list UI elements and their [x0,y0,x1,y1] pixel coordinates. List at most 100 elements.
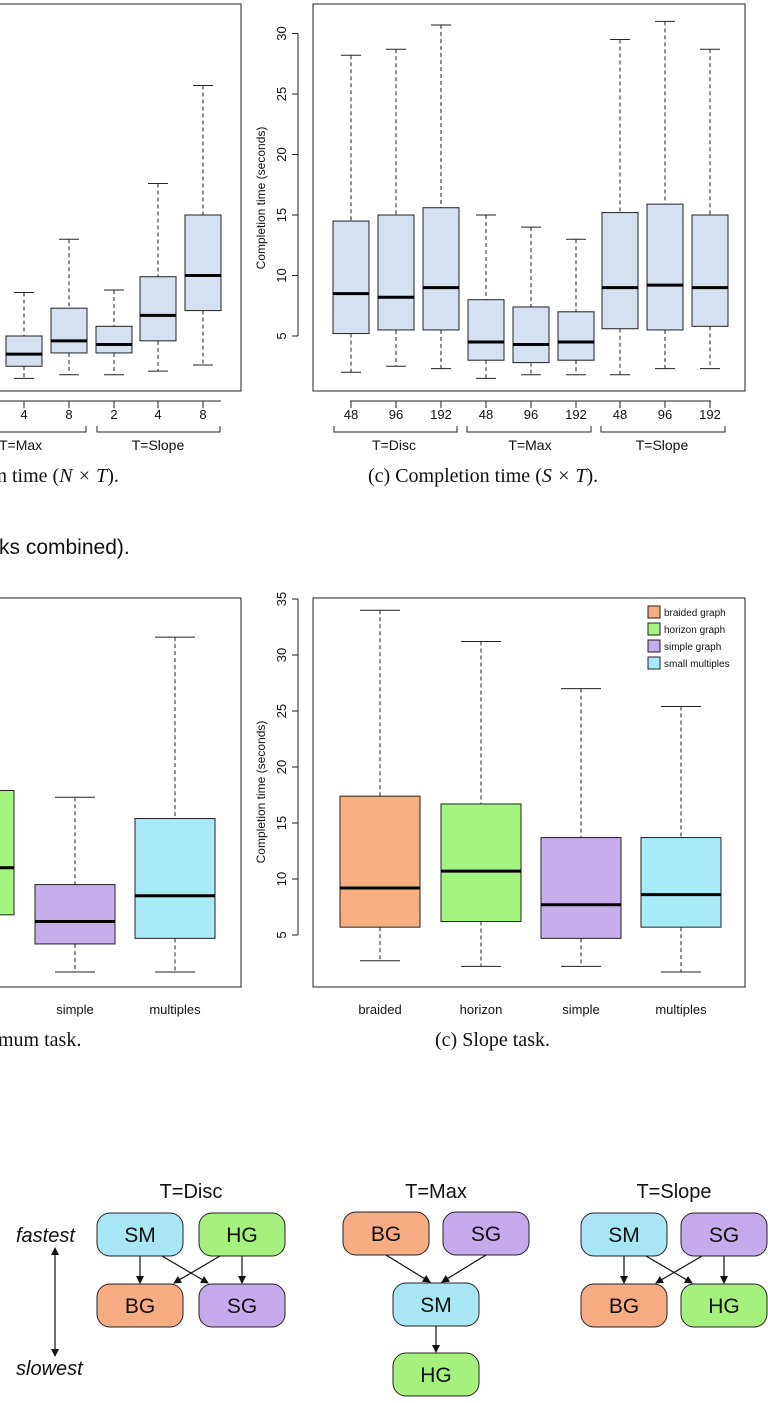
box-0 [332,54,370,373]
y-tick-label: 15 [274,816,289,830]
edges-max [385,1254,487,1353]
group-bracket-max [0,426,87,433]
box-iqr [422,207,460,331]
box-iqr [95,325,133,354]
node-hg: HG [198,1212,286,1257]
node-hg: HG [392,1352,480,1397]
ranking-diagram: fastest slowest T=Disc SM HG BG SG T=Max… [16,1181,768,1397]
x-tick-label: 48 [479,407,493,422]
x-tick-label: 8 [65,407,72,422]
box-iqr [646,203,684,331]
svg-text:SM: SM [420,1294,452,1317]
node-bg: BG [580,1283,668,1328]
y-tick-label: 35 [274,592,289,606]
box-0 [339,609,421,962]
box-1 [50,238,88,376]
legend-label: horizon graph [664,625,725,636]
box-0 [34,796,116,973]
node-sm: SM [392,1282,480,1327]
box-iqr [691,214,729,327]
chart-maximum-task: simple multiples mum task. [0,597,242,1051]
y-tick-label: 30 [274,26,289,40]
box-iqr [377,214,415,331]
y-tick-label: 10 [274,268,289,282]
box-3 [640,706,722,973]
svg-text:SG: SG [471,1223,501,1246]
svg-text:SM: SM [608,1224,640,1247]
node-sm: SM [96,1212,184,1257]
x-tick-label: 192 [699,407,721,422]
x-tick-label: 96 [524,407,538,422]
box-2 [540,688,622,967]
svg-text:HG: HG [708,1295,740,1318]
box-3 [467,214,505,379]
box-iqr [440,803,522,923]
label-slowest: slowest [16,1358,84,1380]
x-tick-label: 192 [430,407,452,422]
box-iqr [139,276,177,342]
node-bg: BG [342,1211,430,1256]
box-partial-horizon [0,790,15,916]
y-tick-label: 25 [274,87,289,101]
box-8 [691,48,729,370]
svg-text:SG: SG [709,1224,739,1247]
y-tick-label: 15 [274,208,289,222]
svg-text:SM: SM [124,1224,156,1247]
legend-swatch [647,622,661,636]
svg-text:BG: BG [125,1295,155,1318]
legend-label: simple graph [664,642,721,653]
y-tick-label: 20 [274,147,289,161]
group-bracket-max [466,426,592,433]
y-axis-label: Completion time (seconds) [254,127,268,270]
plot-frame [312,597,746,988]
box-iqr [332,220,370,335]
box-6 [601,39,639,376]
caption-mid-left: mum task. [0,1029,81,1051]
svg-text:HG: HG [226,1224,258,1247]
node-sg: SG [442,1211,530,1256]
node-bg: BG [96,1283,184,1328]
node-sm: SM [580,1212,668,1257]
figure-caption-fragment: ks combined). [0,536,130,559]
box-2 [95,289,133,376]
group-label-slope: T=Slope [636,437,689,453]
caption-mid-right: (c) Slope task. [435,1029,550,1051]
x-tick-label: 2 [110,407,117,422]
diagram-title-disc: T=Disc [160,1181,223,1203]
diagram-title-slope: T=Slope [636,1181,711,1203]
legend-swatch [647,605,661,619]
x-tick-simple: simple [56,1002,94,1017]
x-tick-label: multiples [655,1002,707,1017]
y-tick-label: 25 [274,704,289,718]
svg-text:SG: SG [227,1295,257,1318]
box-0 [5,291,43,379]
box-2 [422,24,460,370]
edges-slope [620,1255,728,1284]
box-iqr [5,335,43,367]
legend-label: small multiples [664,659,730,670]
box-3 [139,183,177,372]
x-tick-label: 48 [344,407,358,422]
legend-swatch [647,639,661,653]
diagram-title-max: T=Max [405,1181,467,1203]
y-tick-label: 20 [274,760,289,774]
box-1 [377,48,415,367]
group-label-slope: T=Slope [132,437,185,453]
label-fastest: fastest [16,1225,76,1247]
box-iqr [540,837,622,939]
legend-swatch [647,656,661,670]
svg-text:BG: BG [609,1295,639,1318]
x-tick-label: 8 [199,407,206,422]
box-1 [440,641,522,967]
plot-frame [0,3,242,392]
x-tick-label: braided [358,1002,401,1017]
plot-frame [0,597,242,988]
box-iqr [601,212,639,330]
box-iqr [557,311,595,361]
box-iqr [467,299,505,361]
box-4 [512,226,550,376]
y-tick-label: 5 [274,332,289,339]
box-5 [557,238,595,376]
box-iqr [34,884,116,945]
